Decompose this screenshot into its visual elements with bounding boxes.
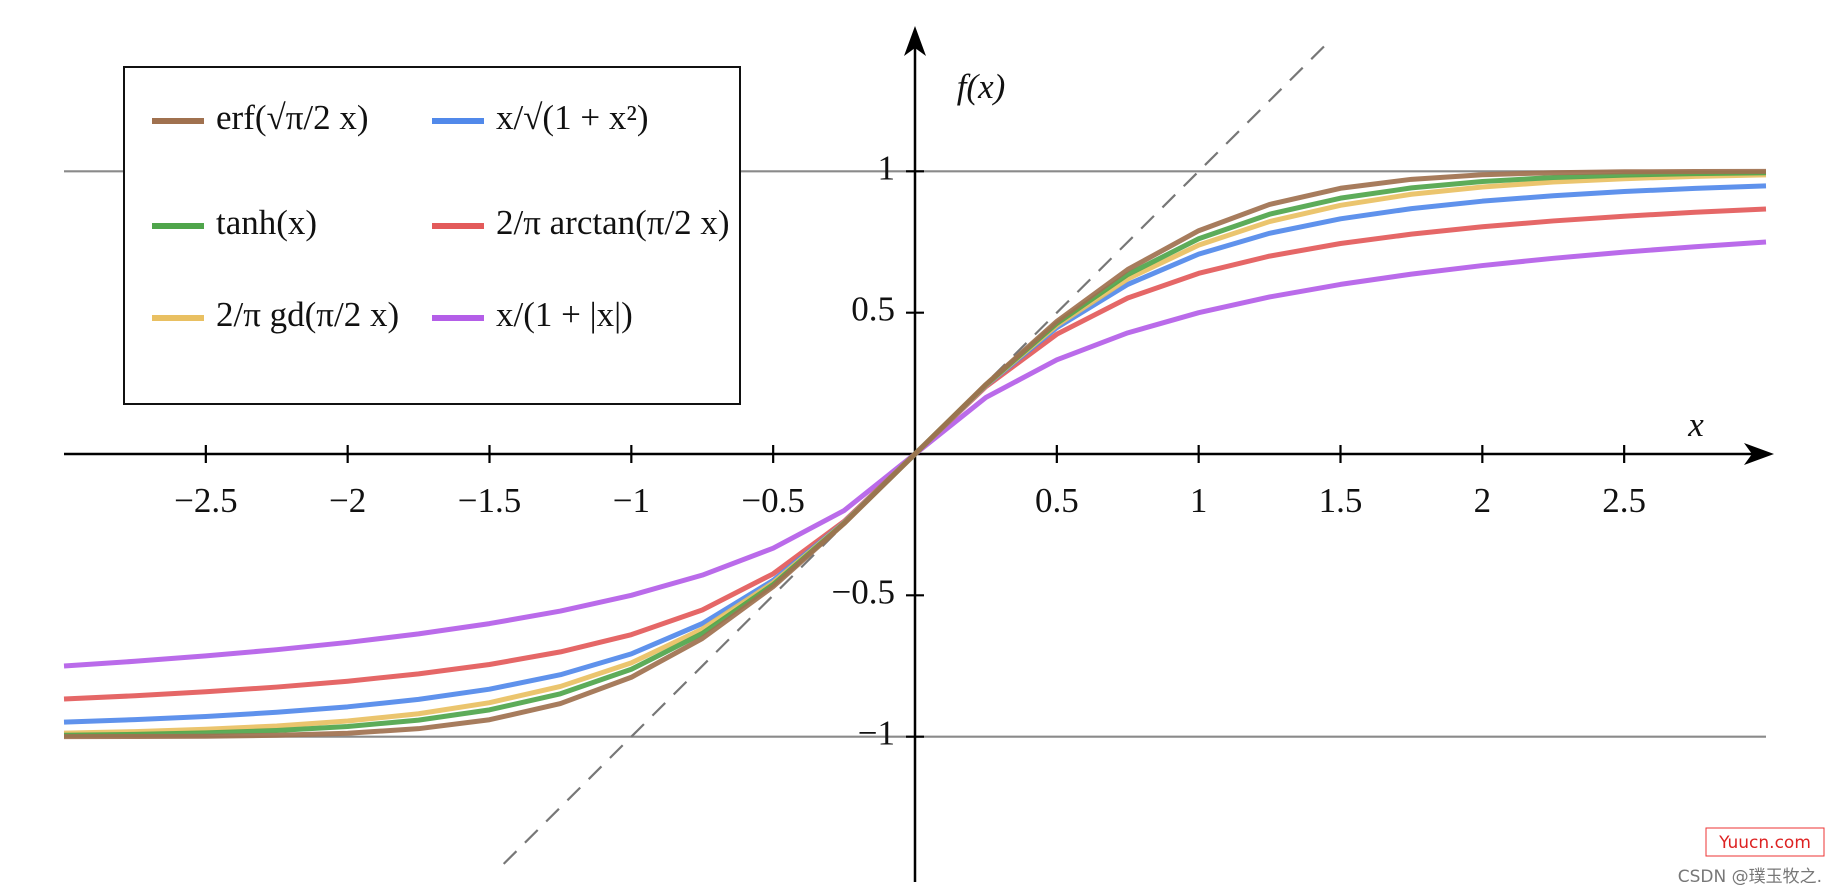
x-tick-label: 1.5: [1319, 481, 1363, 520]
x-tick-label: 1: [1190, 481, 1208, 520]
y-tick-label: 1: [878, 148, 896, 187]
x-tick-label: −1.5: [458, 481, 522, 520]
y-axis-label: f(x): [957, 67, 1006, 106]
y-tick-label: −1: [858, 714, 895, 753]
legend-label: tanh(x): [216, 203, 317, 242]
y-axis-arrow: [904, 26, 926, 56]
x-tick-label: 2.5: [1602, 481, 1646, 520]
x-tick-label: −2: [329, 481, 366, 520]
watermark: Yuucn.com: [1718, 833, 1811, 853]
legend-label: x/(1 + |x|): [496, 295, 633, 334]
x-axis-arrow: [1744, 443, 1774, 465]
watermark-box: [1705, 827, 1825, 857]
legend-label: x/√(1 + x²): [496, 98, 648, 137]
legend-label: erf(√π/2 x): [216, 98, 369, 137]
y-tick-label: −0.5: [832, 572, 896, 611]
y-tick-label: 0.5: [851, 290, 895, 329]
watermark: CSDN @璞玉牧之.: [1678, 867, 1822, 887]
x-tick-label: −2.5: [174, 481, 238, 520]
x-tick-label: −0.5: [741, 481, 805, 520]
x-tick-label: 2: [1474, 481, 1492, 520]
x-tick-label: 0.5: [1035, 481, 1079, 520]
legend-label: 2/π gd(π/2 x): [216, 295, 399, 334]
x-axis-label: x: [1687, 405, 1704, 444]
x-tick-label: −1: [613, 481, 650, 520]
legend-label: 2/π arctan(π/2 x): [496, 203, 730, 242]
series-line: [63, 168, 1767, 740]
